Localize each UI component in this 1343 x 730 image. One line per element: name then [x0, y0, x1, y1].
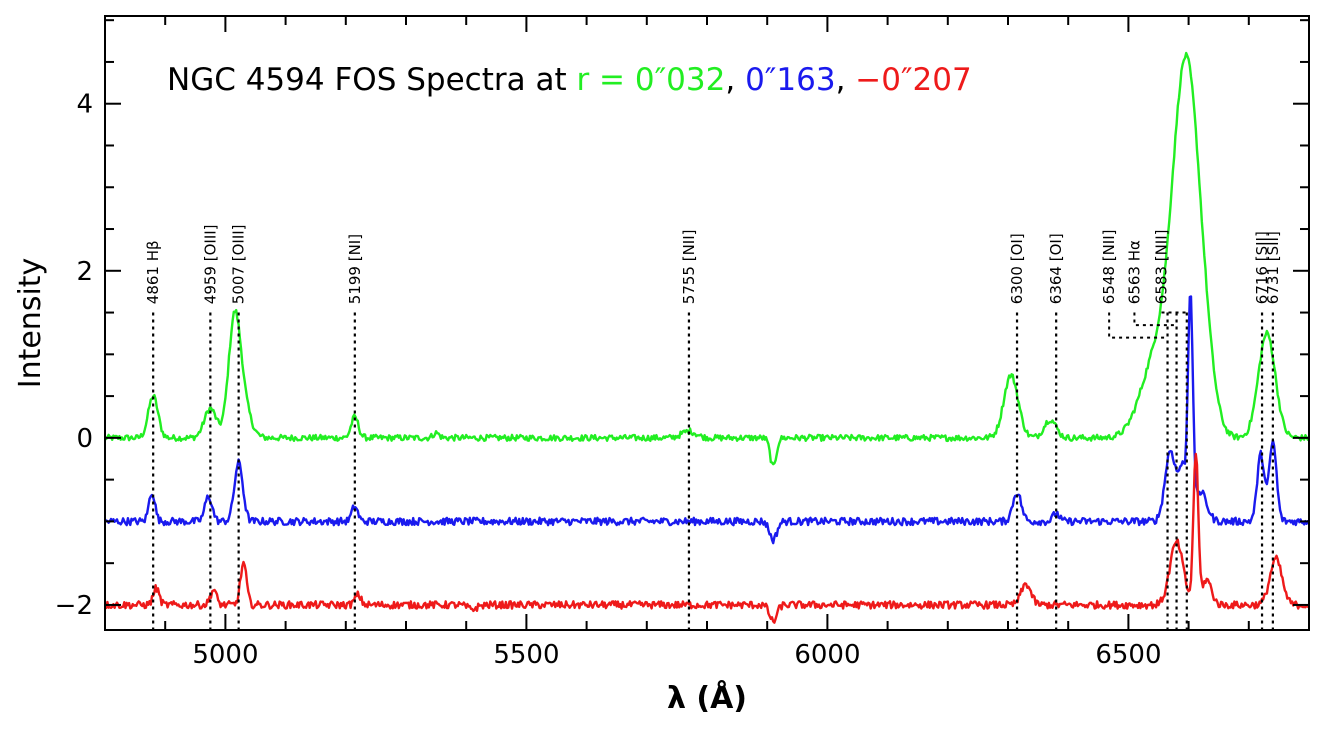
annotation-layer: 4861 Hβ 4959 [OIII] 5007 [OIII] 5199 [NI] 57…: [144, 224, 1282, 630]
line-leader: [1133, 312, 1177, 327]
x-tick-label: 6000: [794, 640, 860, 670]
line-leader: [1108, 312, 1168, 339]
title-part: 0″163: [745, 62, 835, 98]
x-tick-label: 5000: [192, 640, 258, 670]
line-label: 4861 Hβ: [144, 240, 162, 304]
title-prefix: NGC 4594 FOS Spectra at: [167, 62, 576, 98]
x-tick-label: 5500: [493, 640, 559, 670]
line-label: 6364 [OI]: [1047, 233, 1065, 304]
title-part: ,: [836, 62, 856, 98]
line-label: 4959 [OIII]: [201, 224, 219, 304]
series-layer: [103, 51, 1311, 624]
title-part: −0″207: [855, 62, 971, 98]
y-tick-label: 4: [76, 90, 93, 120]
line-label: 6716 [SII]: [1253, 231, 1271, 304]
line-label: 6583 [NII]: [1153, 229, 1171, 304]
y-tick-label: 0: [76, 424, 93, 454]
y-tick-label: 2: [76, 257, 93, 287]
x-tick-label: 6500: [1095, 640, 1161, 670]
y-axis-title: Intensity: [13, 258, 48, 389]
plot-frame: [104, 15, 1310, 631]
title-part: r = 0″032: [576, 62, 725, 98]
line-label: 6563 Hα: [1125, 240, 1143, 304]
series-line: [104, 452, 1310, 624]
line-label: 6731 [SII]: [1264, 231, 1282, 304]
chart-title: NGC 4594 FOS Spectra at r = 0″032, 0″163…: [167, 62, 972, 98]
tick-layer: 5000 5500 6000 6500 −2 0 2 4: [55, 16, 1310, 670]
x-axis-title: λ (Å): [667, 679, 747, 716]
line-label: 5007 [OIII]: [230, 224, 248, 304]
line-label: 5755 [NII]: [680, 229, 698, 304]
series-line: [104, 295, 1311, 545]
line-label: 6548 [NII]: [1100, 229, 1118, 304]
title-part: ,: [725, 62, 745, 98]
series-line: [103, 51, 1310, 466]
y-tick-label: −2: [55, 591, 93, 621]
line-label: 5199 [NI]: [346, 234, 364, 304]
line-label: 6300 [OI]: [1008, 233, 1026, 304]
